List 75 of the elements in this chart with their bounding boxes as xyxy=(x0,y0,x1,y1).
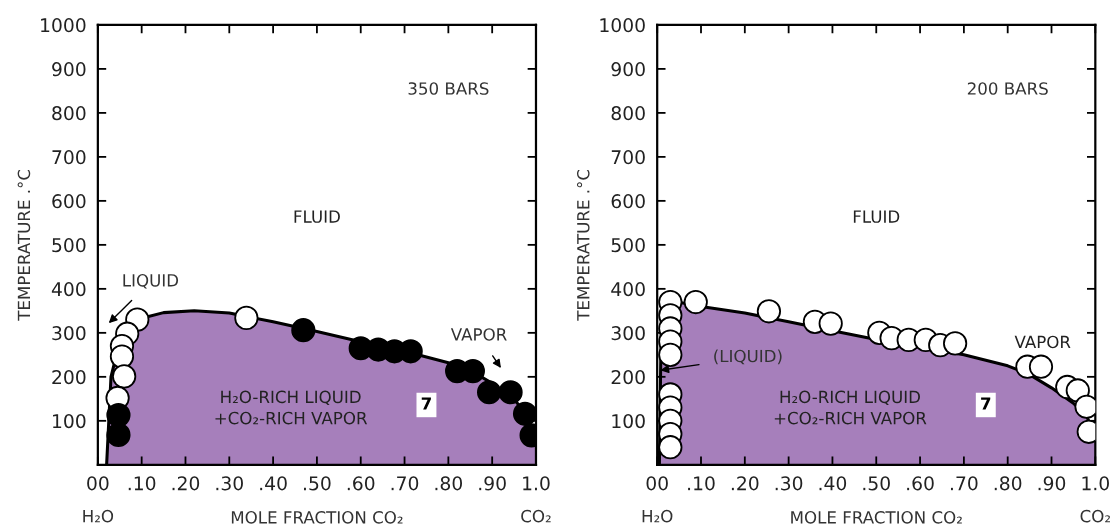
point xyxy=(106,402,131,428)
point xyxy=(683,289,708,315)
annotation: 7 xyxy=(981,397,991,410)
annotation: H₂O-RICH LIQUID +CO₂-RICH VAPOR xyxy=(215,390,368,425)
point xyxy=(109,344,135,369)
annotation: H₂O-RICH LIQUID +CO₂-RICH VAPOR xyxy=(774,390,927,425)
point xyxy=(658,435,683,460)
x-axis-title: MOLE FRACTION CO₂ xyxy=(791,511,962,524)
point xyxy=(818,311,843,336)
x-tick-label: 00 xyxy=(87,476,109,491)
x-tick-label: .80 xyxy=(435,476,463,491)
y-tick-label: 200 xyxy=(52,370,86,385)
y-tick-label: 200 xyxy=(611,370,645,385)
point xyxy=(658,342,683,367)
y-tick-label: 700 xyxy=(52,150,86,165)
text: 350 BARS xyxy=(408,82,489,95)
x-tick-label: 00 xyxy=(646,476,668,491)
text: CO₂ xyxy=(521,509,551,523)
x-tick-label: .40 xyxy=(260,476,287,491)
text: CO₂ xyxy=(1080,509,1110,523)
x-tick-label: .40 xyxy=(819,476,847,491)
annotation: VAPOR xyxy=(450,328,507,341)
x-tick-label: .70 xyxy=(950,476,978,491)
y-tick-label: 400 xyxy=(51,282,86,297)
point xyxy=(106,422,131,447)
x-tick-label: 1.0 xyxy=(523,476,550,491)
y-tick-label: 500 xyxy=(611,238,645,253)
y-tick-label: 500 xyxy=(52,238,86,253)
x-tick-label: .20 xyxy=(731,476,759,491)
y-tick-label: 400 xyxy=(611,282,645,297)
y-tick-label: 300 xyxy=(52,326,86,341)
text: 200 BARS xyxy=(967,82,1048,95)
annotation: FLUID xyxy=(294,210,340,223)
x-tick-label: .80 xyxy=(994,476,1022,491)
y-tick-label: 600 xyxy=(52,194,86,209)
x-tick-label: .20 xyxy=(172,476,200,491)
point xyxy=(512,401,536,426)
y-tick-label: 800 xyxy=(611,106,645,121)
x-tick-label: .50 xyxy=(304,476,331,491)
y-tick-label: 700 xyxy=(611,150,645,165)
x-tick-label: .30 xyxy=(775,476,803,491)
x-tick-label: .60 xyxy=(907,476,934,491)
x-tick-label: 1.0 xyxy=(1082,476,1109,491)
y-axis-title: TEMPERATURE .°C xyxy=(17,169,31,321)
y-tick-label: 1000 xyxy=(600,18,645,33)
y-tick-label: 300 xyxy=(611,326,645,341)
y-tick-label: 900 xyxy=(52,62,86,77)
text: H₂O xyxy=(642,509,673,523)
y-tick-label: 100 xyxy=(53,414,86,429)
point xyxy=(477,380,502,405)
point xyxy=(234,305,259,330)
text: H₂O xyxy=(83,509,114,523)
annotation: VAPOR xyxy=(1014,335,1071,349)
point xyxy=(112,364,137,389)
x-axis-title: MOLE FRACTION CO₂ xyxy=(231,511,403,524)
point xyxy=(498,380,523,405)
annotation: FLUID xyxy=(853,210,900,223)
x-tick-label: .50 xyxy=(863,476,890,491)
y-axis-title: TEMPERATURE .°C xyxy=(576,169,590,321)
y-tick-label: 600 xyxy=(611,194,645,209)
point xyxy=(291,318,316,343)
x-tick-label: .30 xyxy=(216,476,243,491)
annotation: LIQUID xyxy=(123,274,179,289)
annotation: 7 xyxy=(421,397,431,410)
x-tick-label: .90 xyxy=(1038,476,1066,491)
y-tick-label: 900 xyxy=(611,62,645,77)
y-tick-label: 800 xyxy=(52,106,86,121)
y-tick-label: 1000 xyxy=(41,18,86,33)
y-tick-label: 100 xyxy=(612,414,645,429)
x-tick-label: .60 xyxy=(347,476,375,491)
x-tick-label: .10 xyxy=(128,476,156,491)
annotation: (LIQUID) xyxy=(714,349,782,365)
x-tick-label: .70 xyxy=(391,476,419,491)
x-tick-label: .90 xyxy=(479,476,506,491)
x-tick-label: .10 xyxy=(688,476,715,491)
